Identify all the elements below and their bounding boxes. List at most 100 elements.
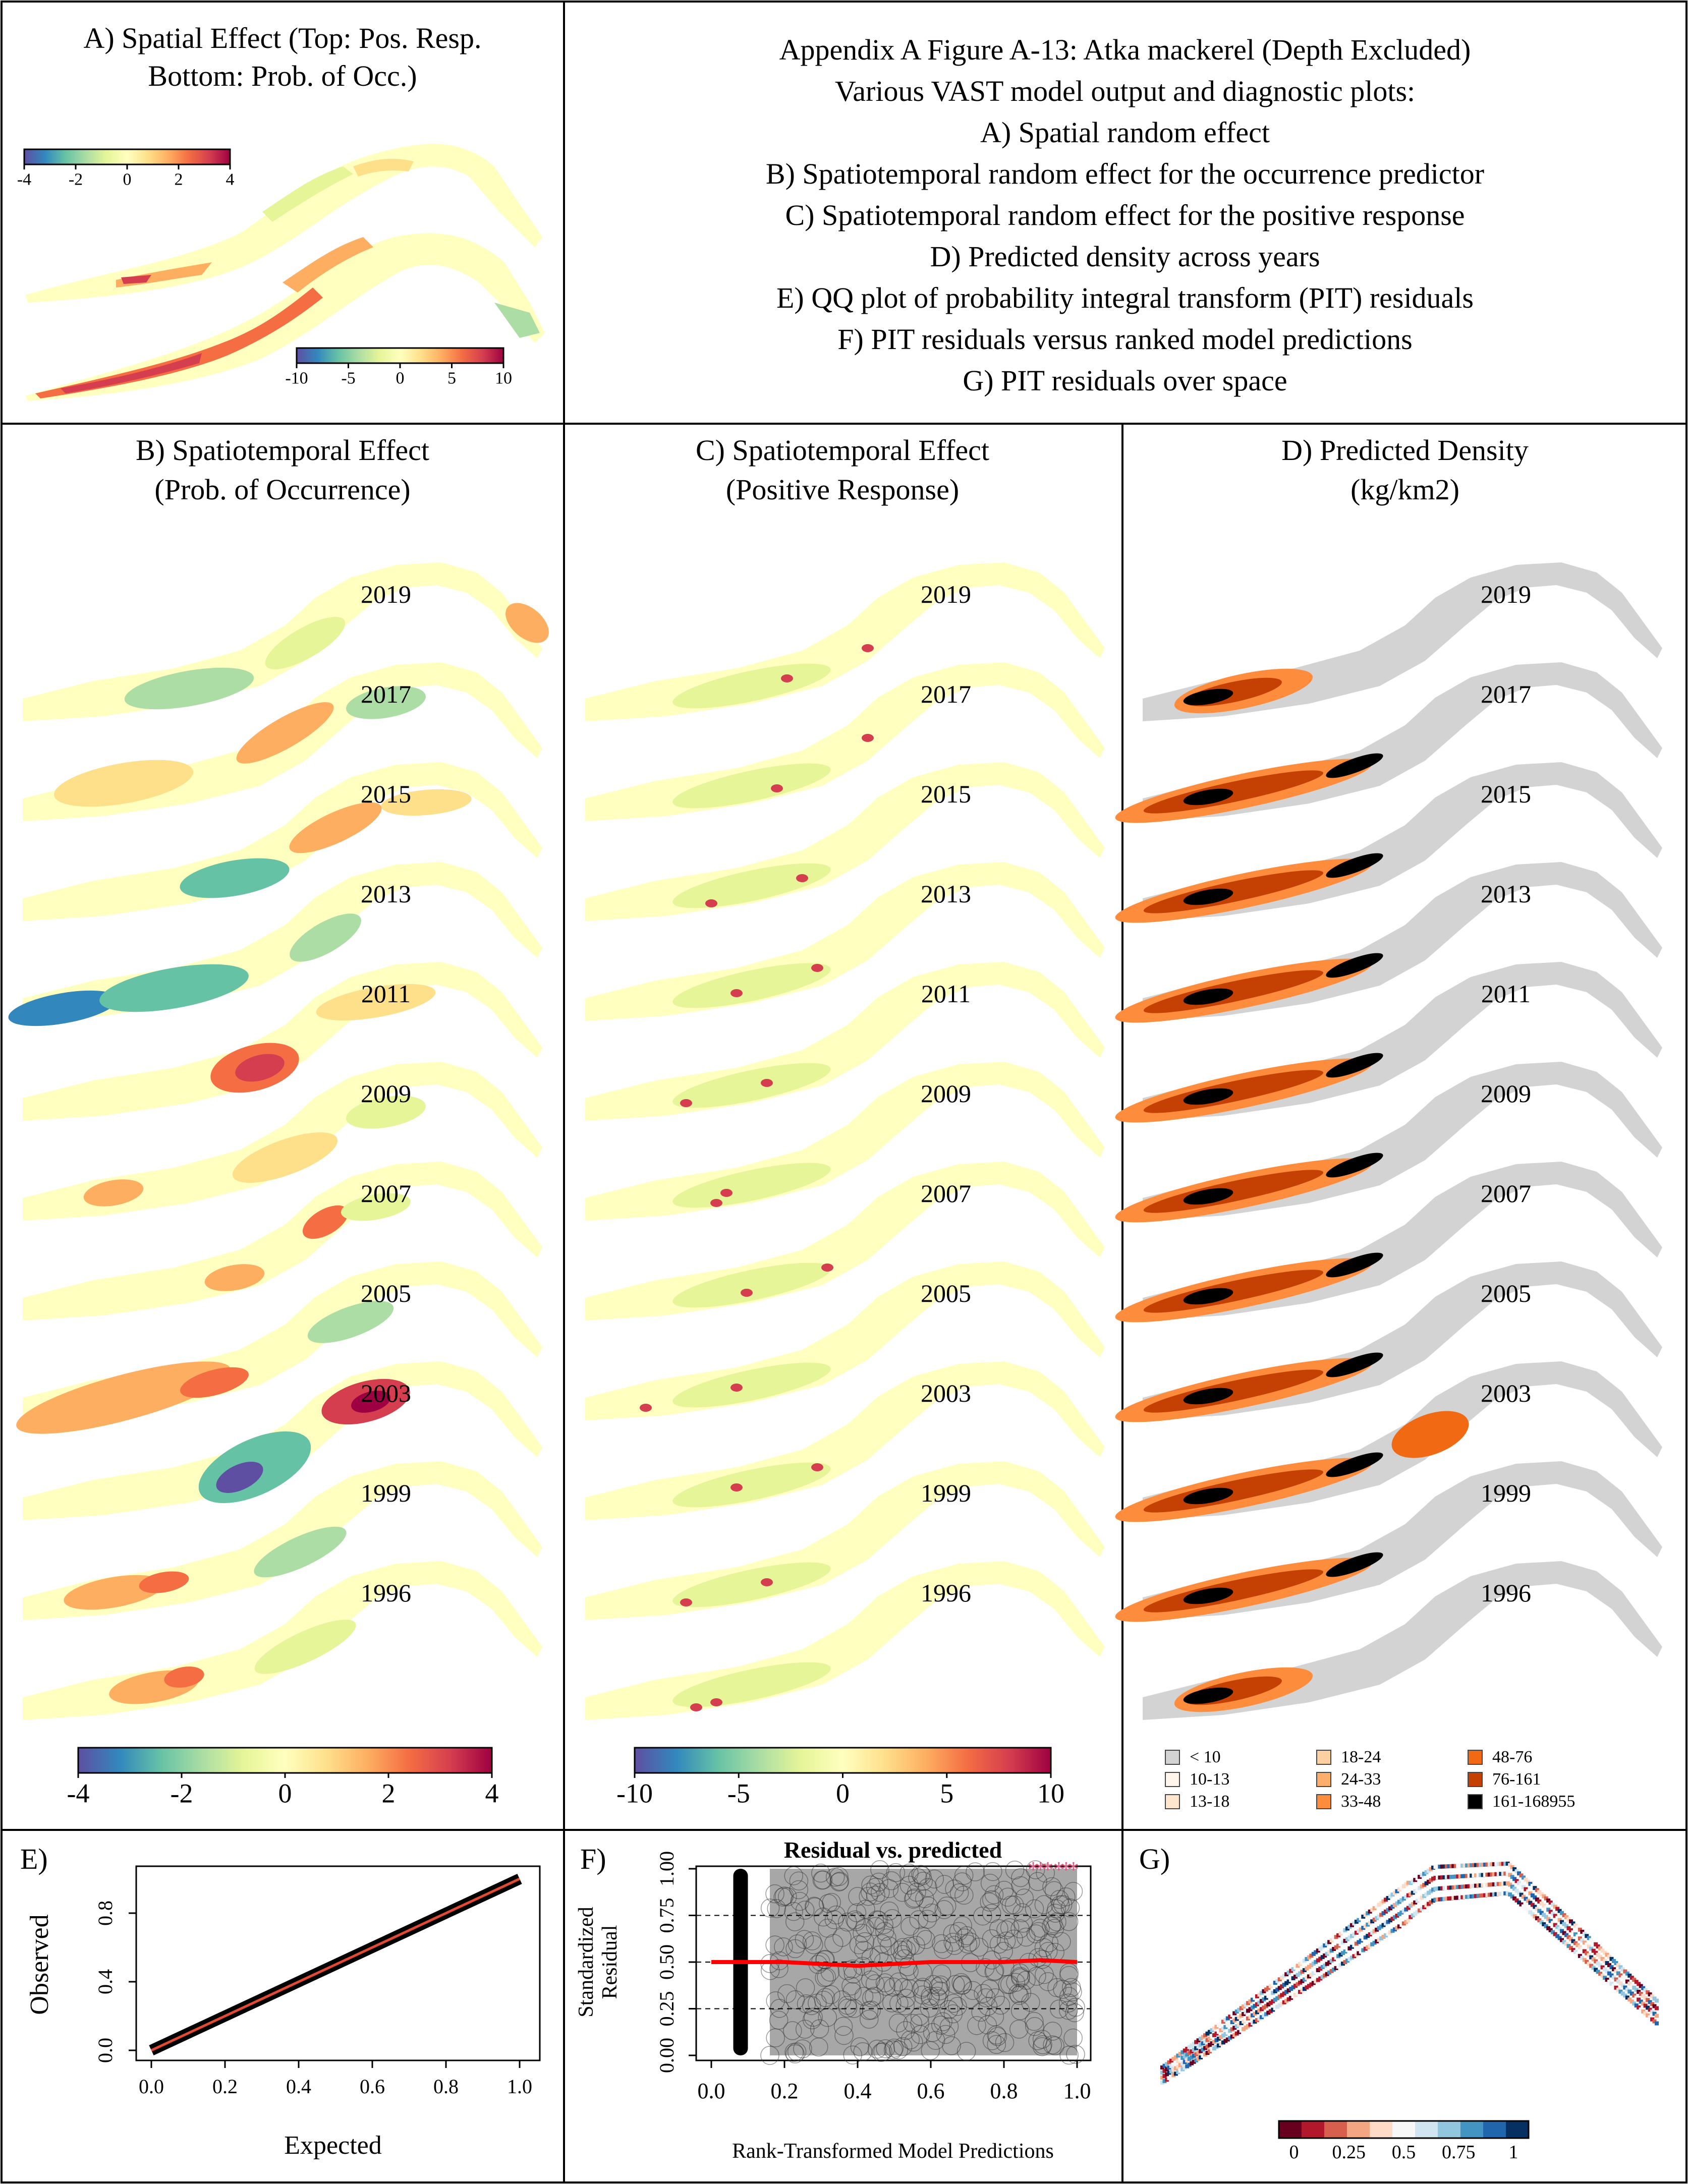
g-residual-cell [1539,1892,1544,1896]
g-residual-cell [1505,1861,1510,1866]
f-scatter-point [1036,1863,1055,1883]
g-residual-cell [1503,1871,1508,1876]
g-residual-cell [1266,2010,1271,2015]
g-residual-cell [1449,1885,1453,1890]
g-residual-cell [1277,2003,1282,2007]
panel-c-map-2003: 2003 [585,1361,1105,1520]
f-scatter-point [832,1928,852,1947]
e-xtick-label: 1.0 [507,2075,532,2098]
panel-b-map-2009: 2009 [23,1062,542,1221]
g-residual-cell [1557,1918,1562,1922]
panel-c-year-label: 2005 [921,1279,971,1307]
g-residual-cell [1629,1991,1634,1996]
g-residual-cell [1420,1895,1424,1900]
panel-f-xlabel: Rank-Transformed Model Predictions [732,2140,1054,2163]
panel-d-map-1999: 1999 [1115,1461,1662,1622]
g-residual-cell [1512,1886,1517,1891]
g-residual-cell [1418,1875,1422,1879]
f-scatter-point [883,1977,903,1997]
g-residual-cell [1192,2047,1196,2052]
e-ytick-label: 0.0 [94,2038,117,2063]
panel-d-density-patch [1183,688,1233,706]
g-residual-cell [1178,2063,1183,2067]
g-residual-cell [1216,2043,1221,2048]
f-scatter-point [1029,1922,1048,1941]
g-residual-cell [1368,1921,1372,1925]
panel-d-density-patch [1326,1053,1383,1078]
f-scatter-point [793,2039,812,2058]
g-residual-cell [1582,1932,1587,1936]
g-residual-cell [1354,1920,1359,1924]
g-residual-cell [1318,1966,1323,1971]
legend-swatch [1165,1772,1180,1787]
g-residual-cell [1316,1958,1320,1963]
panel-c-effect-patch [672,963,831,1008]
g-residual-cell [1487,1872,1492,1877]
g-residual-cell [1429,1889,1433,1893]
panel-d-map-2003: 2003 [1115,1361,1662,1522]
g-residual-cell [1557,1927,1562,1931]
g-residual-cell [1618,1981,1623,1986]
g-residual-cell [1320,1965,1325,1969]
f-scatter-point [802,2010,822,2030]
g-residual-cell [1160,2076,1164,2080]
f-scatter-point [1047,1912,1066,1932]
g-residual-cell [1244,2025,1248,2030]
g-residual-cell [1510,1894,1514,1899]
g-residual-cell [1404,1882,1409,1887]
g-residual-cell [1641,2009,1646,2014]
e-ytick-label: 0.4 [94,1969,117,1994]
g-residual-cell [1585,1951,1589,1956]
g-residual-cell [1273,2006,1277,2010]
panel-b-effect-patch [351,1391,390,1413]
f-scatter-point [953,1916,972,1935]
g-residual-cell [1223,2025,1228,2029]
g-residual-cell [1623,1969,1627,1974]
g-residual-cell [1605,1969,1609,1974]
f-scatter-point [774,1886,794,1906]
g-residual-cell [1250,2013,1255,2018]
g-residual-cell [1553,1923,1557,1927]
g-residual-cell [1623,1985,1627,1990]
panel-b-title-2: (Prob. of Occurrence) [154,473,410,506]
g-residual-cell [1440,1886,1444,1890]
panel-a-map-top [25,144,542,303]
g-residual-cell [1616,1987,1620,1992]
g-residual-cell [1641,2001,1646,2006]
g-residual-cell [1228,2036,1232,2040]
g-residual-cell [1397,1912,1401,1916]
g-residual-cell [1349,1944,1354,1949]
panel-b-effect-patch [53,760,194,807]
panel-c-year-label: 2009 [921,1079,971,1108]
panel-b-year-label: 2009 [361,1079,411,1108]
f-outlier: * [1042,1857,1053,1882]
g-residual-cell [1164,2072,1169,2077]
g-residual-cell [1544,1896,1548,1901]
g-residual-cell [1539,1902,1544,1906]
g-residual-cell [1476,1863,1481,1867]
g-residual-cell [1345,1937,1349,1941]
g-residual-cell [1521,1885,1526,1889]
g-residual-cell [1460,1863,1465,1868]
g-residual-cell [1517,1871,1522,1876]
panel-c-effect-hotspot [862,734,874,742]
panel-b-effect-patch [99,964,249,1012]
f-scatter-point [873,2042,892,2061]
g-residual-cell [1598,1955,1603,1959]
g-residual-cell [1503,1891,1508,1895]
g-residual-cell [1467,1873,1472,1878]
b-tick-label: 2 [382,1778,396,1809]
g-residual-cell [1207,2049,1212,2054]
g-residual-cell [1607,1963,1612,1968]
panel-d-density-patch [1326,1153,1383,1178]
g-residual-cell [1275,2004,1280,2009]
g-residual-cell [1377,1937,1381,1942]
g-residual-cell [1429,1878,1433,1882]
g-residual-cell [1409,1881,1413,1885]
g-residual-cell [1372,1940,1377,1945]
panel-c-effect-hotspot [690,1703,702,1711]
g-residual-cell [1286,1970,1291,1975]
g-residual-cell [1289,1978,1293,1982]
g-residual-cell [1160,2065,1164,2070]
panel-c-colorbar [634,1747,1052,1774]
